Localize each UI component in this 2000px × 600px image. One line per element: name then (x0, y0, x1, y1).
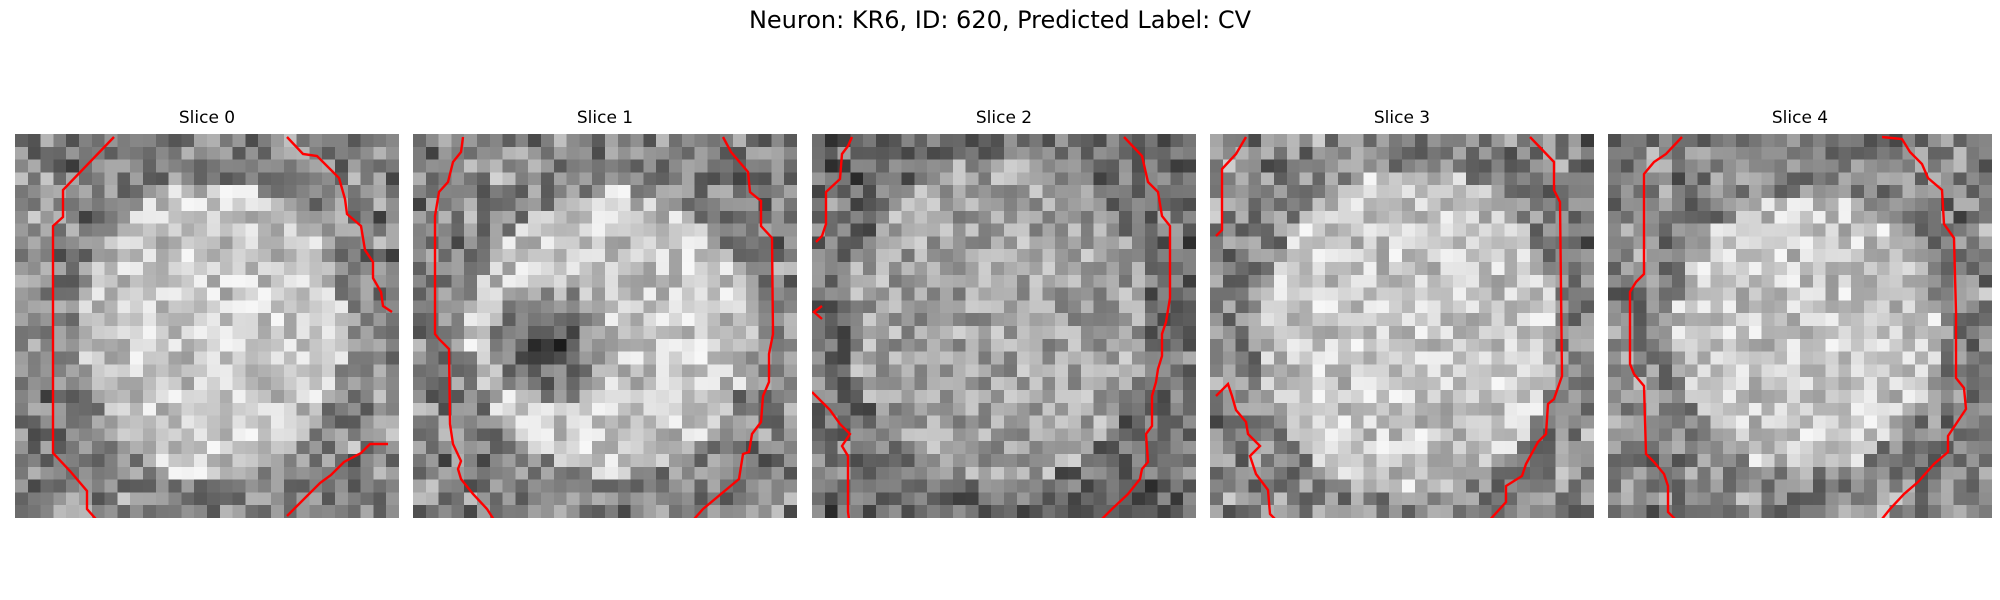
slice-title: Slice 4 (1771, 108, 1829, 128)
slice-image-3 (1210, 134, 1594, 518)
slice-image-0 (15, 134, 399, 518)
slice-title: Slice 1 (576, 108, 634, 128)
slice-title: Slice 0 (178, 108, 236, 128)
contour-lines (51, 136, 393, 518)
slice-image-4 (1608, 134, 1992, 518)
slice-image-1 (413, 134, 797, 518)
contour-lines (1628, 135, 1968, 518)
contour-lines (812, 136, 1172, 518)
contour-lines (1215, 136, 1564, 518)
contour-lines (433, 136, 775, 518)
slice-image-2 (812, 134, 1196, 518)
figure-title: Neuron: KR6, ID: 620, Predicted Label: C… (748, 6, 1252, 34)
slice-title: Slice 3 (1373, 108, 1431, 128)
slice-title: Slice 2 (975, 108, 1033, 128)
